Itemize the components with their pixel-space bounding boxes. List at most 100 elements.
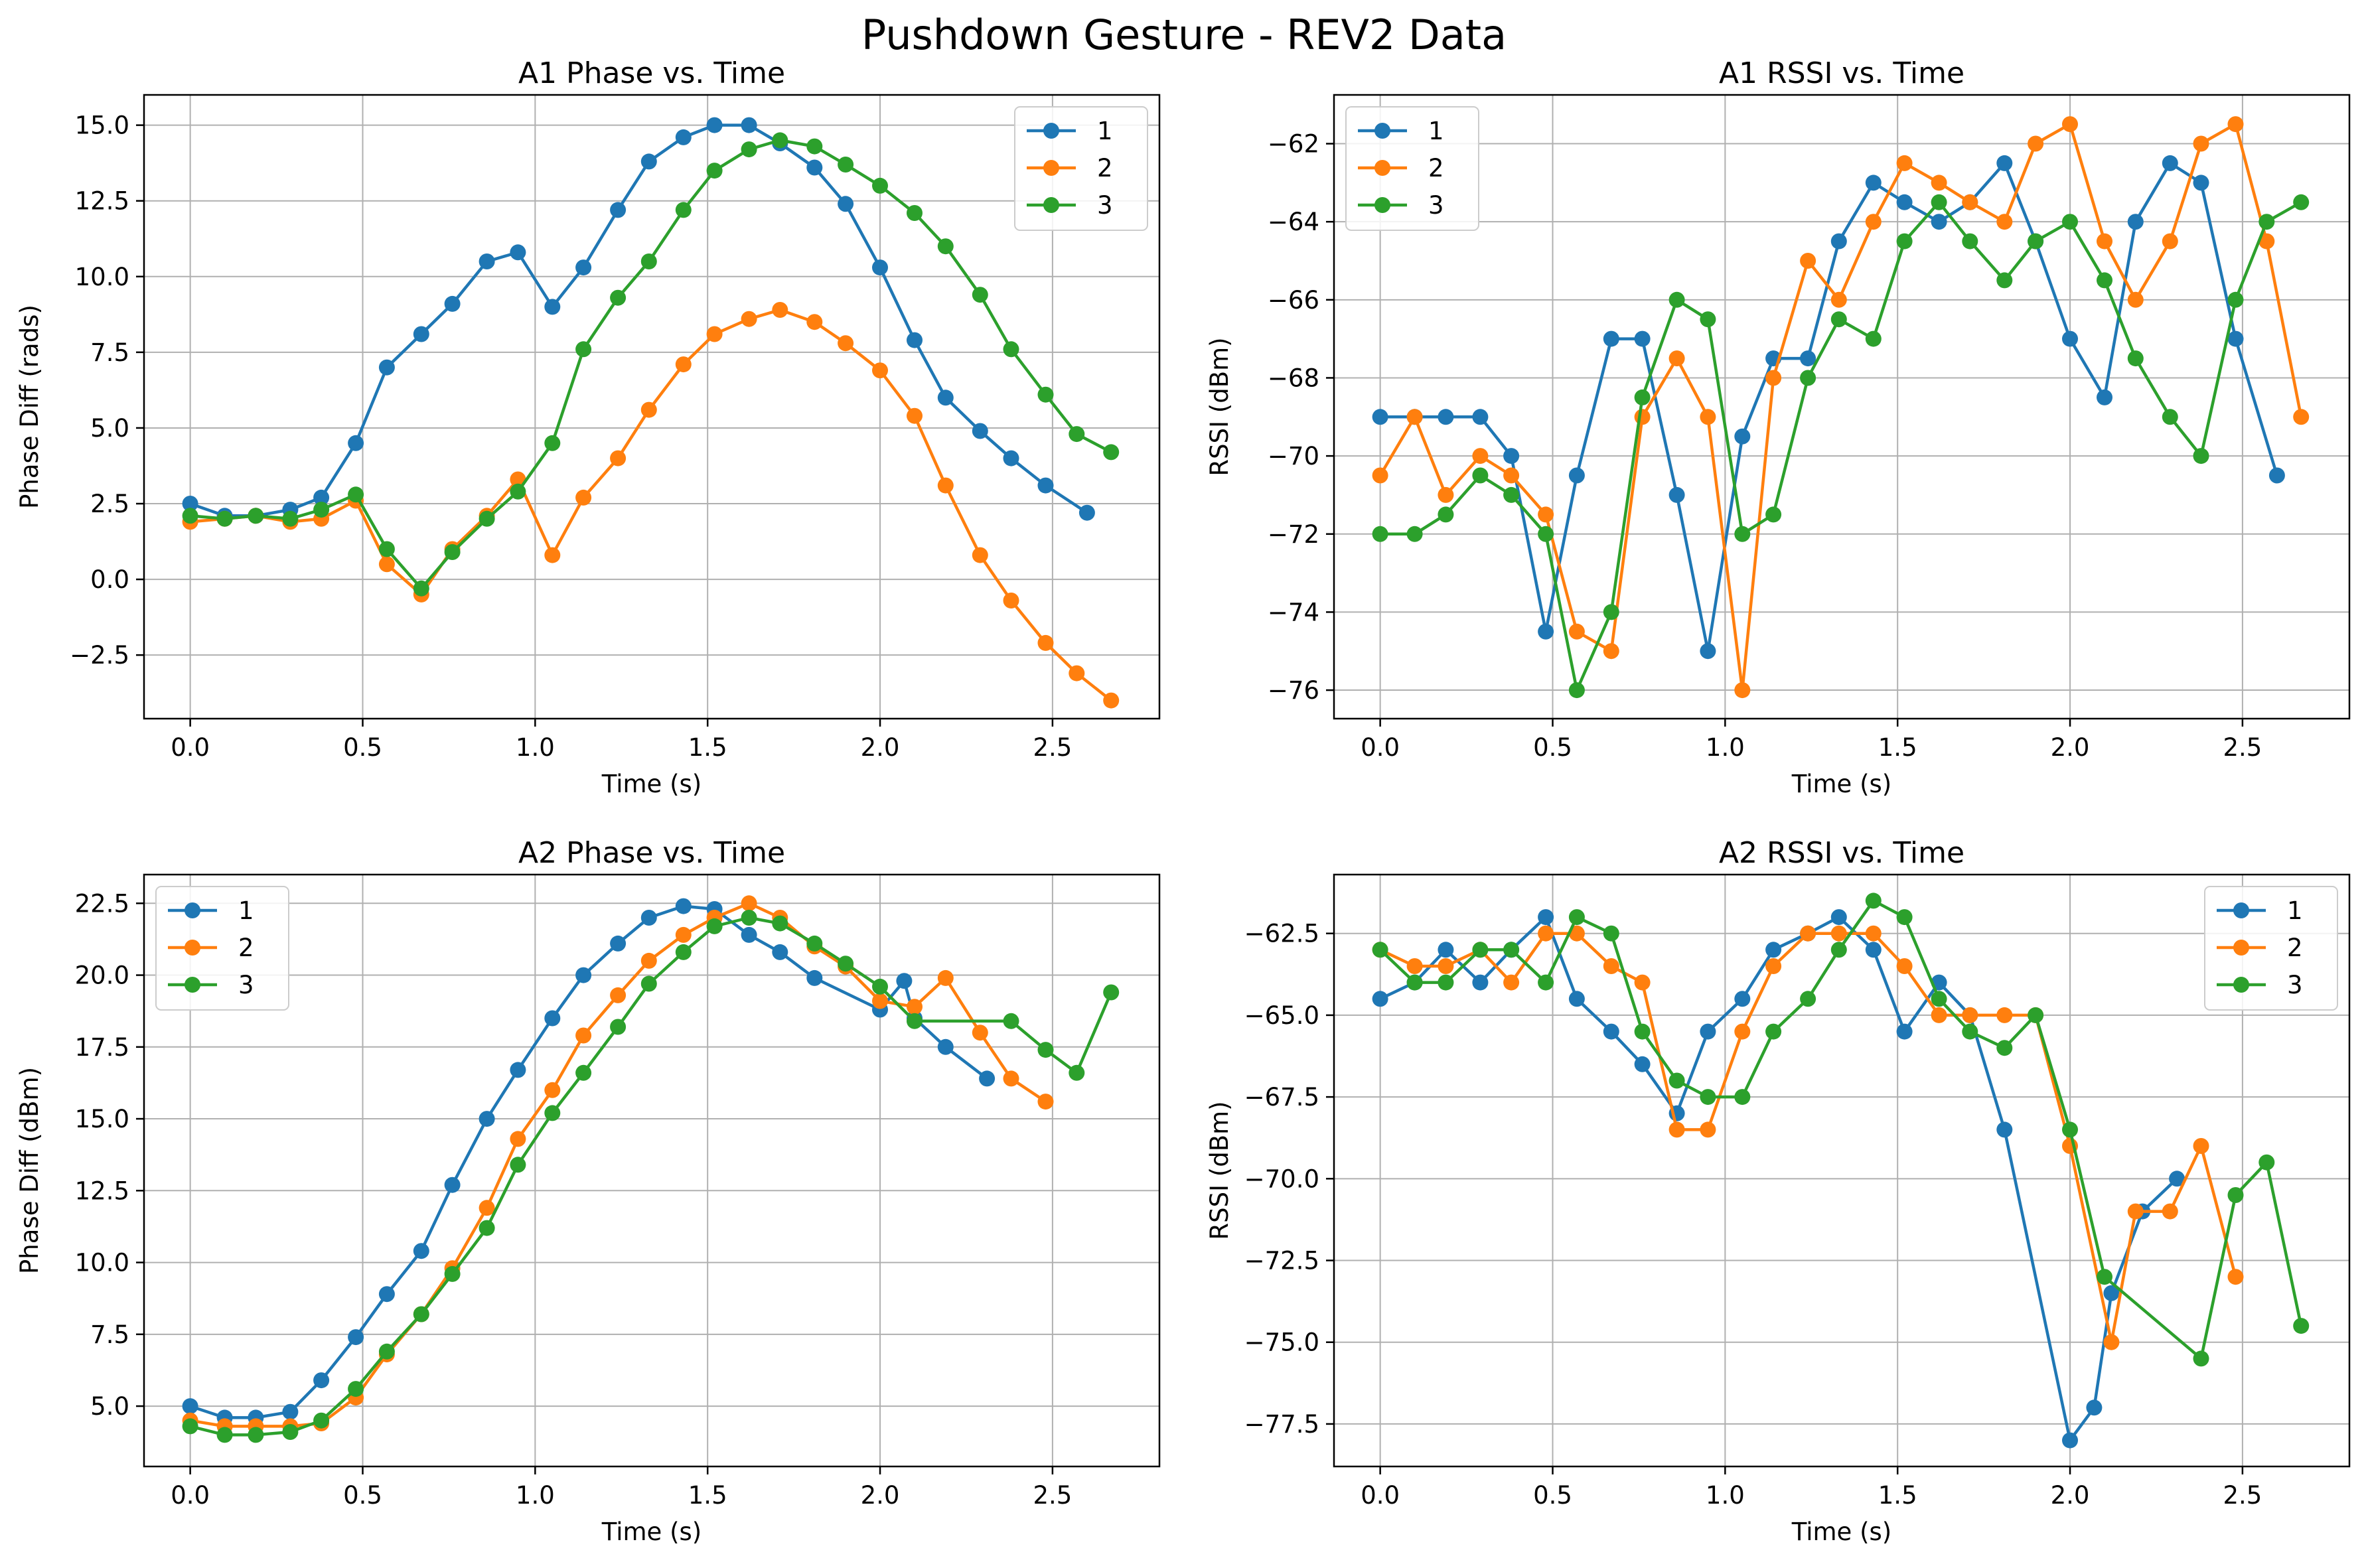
data-point <box>838 335 854 352</box>
data-point <box>1668 1121 1685 1138</box>
legend-label: 3 <box>2287 971 2303 999</box>
data-point <box>1962 194 1978 210</box>
data-point <box>182 508 198 524</box>
data-point <box>1538 506 1554 523</box>
data-point <box>1103 692 1120 709</box>
data-point <box>872 259 888 276</box>
data-point <box>510 483 526 500</box>
data-point <box>2227 1269 2244 1285</box>
data-point <box>2028 233 2044 249</box>
data-point <box>772 915 788 932</box>
legend-label: 1 <box>1428 117 1444 145</box>
data-point <box>1996 1121 2013 1138</box>
data-point <box>1634 389 1651 405</box>
data-point <box>1896 155 1913 171</box>
data-point <box>838 956 854 972</box>
data-point <box>544 299 561 315</box>
data-point <box>1568 682 1585 699</box>
y-tick-label: 7.5 <box>90 1320 129 1349</box>
y-tick-label: 12.5 <box>75 187 129 216</box>
legend-swatch-marker <box>1374 160 1390 176</box>
data-point <box>1603 1023 1619 1040</box>
data-point <box>575 489 592 506</box>
y-tick-label: −67.5 <box>1244 1083 1319 1111</box>
x-tick-label: 1.5 <box>688 733 727 762</box>
data-point <box>675 926 692 943</box>
data-point <box>1896 1023 1913 1040</box>
x-tick-label: 1.0 <box>1706 733 1745 762</box>
x-tick-label: 1.5 <box>1878 733 1917 762</box>
data-point <box>1472 467 1489 484</box>
data-point <box>348 486 364 503</box>
data-point <box>2193 1138 2209 1154</box>
y-tick-label: −72.5 <box>1244 1247 1319 1275</box>
y-tick-label: 10.0 <box>75 263 129 291</box>
data-point <box>1734 1089 1751 1105</box>
data-point <box>1037 634 1054 651</box>
chart-title: A1 Phase vs. Time <box>518 56 785 90</box>
data-point <box>1996 155 2013 171</box>
legend-swatch-marker <box>1043 123 1059 139</box>
data-point <box>1931 175 1947 191</box>
data-point <box>1800 370 1816 386</box>
data-point <box>575 967 592 983</box>
data-point <box>1962 233 1978 249</box>
data-point <box>1634 1056 1651 1072</box>
data-point <box>1865 330 1882 347</box>
data-point <box>806 935 823 952</box>
data-point <box>2097 389 2112 405</box>
x-tick-label: 0.5 <box>343 1481 382 1510</box>
data-point <box>1372 942 1388 958</box>
data-point <box>1069 1064 1085 1081</box>
x-tick-label: 2.0 <box>2051 733 2090 762</box>
data-point <box>544 435 561 451</box>
legend-swatch-marker <box>1374 197 1390 213</box>
series-line-3 <box>1380 200 2302 692</box>
data-point <box>675 944 692 960</box>
x-tick-label: 0.0 <box>1361 733 1400 762</box>
data-point <box>1931 1007 1947 1023</box>
x-tick-label: 1.0 <box>1706 1481 1745 1510</box>
data-point <box>2193 1350 2209 1367</box>
data-point <box>1896 194 1913 210</box>
data-point <box>1896 909 1913 926</box>
data-point <box>2162 1203 2178 1220</box>
data-point <box>2028 135 2044 152</box>
data-point <box>1603 958 1619 974</box>
data-point <box>1668 1072 1685 1089</box>
data-point <box>1962 1023 1978 1040</box>
y-tick-label: 5.0 <box>90 414 129 443</box>
data-point <box>640 910 657 926</box>
data-point <box>2227 116 2244 133</box>
data-point <box>1003 1013 1019 1029</box>
legend-label: 2 <box>238 934 254 962</box>
data-point <box>1438 506 1454 523</box>
data-point <box>741 926 757 943</box>
y-tick-label: −62 <box>1268 130 1319 159</box>
data-point <box>2103 1285 2120 1301</box>
data-point <box>1800 925 1816 942</box>
data-point <box>1765 370 1782 386</box>
data-point <box>2293 409 2310 425</box>
series-line-3 <box>190 916 1113 1437</box>
data-point <box>1996 214 2013 230</box>
data-point <box>1503 448 1520 464</box>
data-point <box>1568 623 1585 640</box>
data-point <box>2127 214 2144 230</box>
data-point <box>1865 925 1882 942</box>
series-line-1 <box>189 904 988 1419</box>
data-point <box>282 510 299 527</box>
data-point <box>872 177 888 194</box>
x-tick-label: 0.0 <box>1361 1481 1400 1510</box>
y-tick-label: −72 <box>1268 520 1319 549</box>
data-point <box>1003 1070 1019 1087</box>
data-point <box>2268 467 2285 484</box>
data-point <box>610 289 627 306</box>
data-point <box>1865 175 1882 191</box>
x-tick-label: 2.0 <box>861 733 900 762</box>
x-axis-label: Time (s) <box>1791 1518 1891 1546</box>
data-point <box>2097 272 2112 289</box>
data-point <box>1800 350 1816 367</box>
data-point <box>1765 506 1782 523</box>
data-point <box>1634 330 1651 347</box>
